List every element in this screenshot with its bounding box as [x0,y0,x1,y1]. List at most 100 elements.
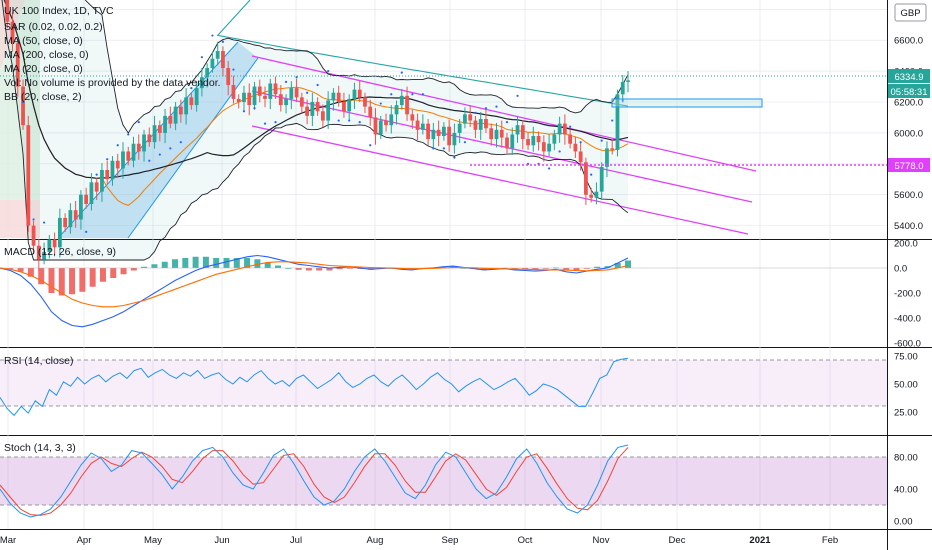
sar-dot [348,119,351,122]
candle-body [378,120,383,135]
candle-body [89,182,94,204]
candle-body [126,151,131,161]
sar-dot [569,125,572,128]
sar-dot [306,91,309,94]
rsi-legend[interactable]: RSI (14, close) [4,355,73,367]
price-tick-label: 5400.0 [894,221,923,232]
macd-legend[interactable]: MACD (12, 26, close, 9) [4,246,116,258]
price-tick-label: 5600.0 [894,190,923,201]
candle-body [294,88,299,98]
candle-body [399,95,404,106]
countdown-value: 05:58:31 [891,87,928,98]
candle-body [526,139,530,146]
rsi-tick-label: 25.00 [894,408,918,419]
candle-body [415,120,420,130]
stoch-legend[interactable]: Stoch (14, 3, 3) [4,442,76,454]
sar-dot [558,150,561,153]
time-tick-label: Sep [442,535,459,546]
macd-histogram-bar [542,268,549,269]
macd-histogram-bar [161,261,168,268]
sar-dot [158,153,161,156]
candle-body [605,148,609,167]
candle-body [505,137,509,149]
macd-histogram-bar [182,258,189,268]
candlestick-series[interactable] [5,0,630,270]
main-legend[interactable]: UK 100 Index, 1D, TVC SAR (0.02, 0.02, 0… [4,5,221,103]
candle-body [273,83,278,95]
symbol-title: UK 100 Index, 1D, TVC [4,5,114,17]
candle-body [247,92,252,106]
price-axis[interactable]: 6800.06600.06400.06200.06000.05600.05400… [894,5,923,232]
candle-body [47,239,52,252]
countdown-tag [888,84,930,98]
candle-body [147,134,152,143]
candle-body [320,111,325,121]
time-tick-label: Apr [77,535,92,546]
candle-body [368,106,373,118]
candle-body [599,166,604,192]
candle-body [42,251,46,260]
candle-body [484,119,488,129]
candle-body [100,170,104,192]
candle-body [257,86,262,96]
candle-body [194,88,199,106]
sar-dot [442,147,445,150]
target-zone-rectangle[interactable] [611,98,763,108]
candle-body [26,125,31,226]
sar-dot [484,107,488,110]
macd-histogram-bar [99,268,106,282]
candle-body [142,134,146,152]
candle-body [157,125,162,133]
macd-histogram-bar [27,268,34,277]
candle-body [584,162,588,195]
stoch-k-line [0,444,629,518]
macd-histogram-bar [151,264,158,268]
candle-body [52,239,57,248]
sar-dot [421,93,424,96]
macd-tick-label: -200.0 [894,289,921,300]
macd-tick-label: 200.0 [894,239,918,250]
candle-body [305,106,310,116]
macd-histogram-bar [614,263,621,268]
sar-dot [453,156,456,159]
time-tick-label: Jul [290,535,302,546]
candle-body [315,102,320,112]
candle-body [626,80,630,82]
sar-dot [621,99,624,102]
time-tick-label: Aug [367,535,384,546]
sar-dot [463,141,467,144]
candle-body [394,105,399,115]
sar-dot [242,110,246,113]
candle-body [499,129,504,138]
macd-tick-label: -600.0 [894,339,921,350]
price-pane[interactable] [0,0,887,238]
currency-badge[interactable] [894,3,927,22]
stoch-tick-label: 40.00 [894,485,918,496]
sar-dot [358,120,361,124]
candle-body [79,194,83,220]
sar-dot [590,173,593,176]
candle-body [541,142,546,152]
sar-dot [137,120,140,124]
macd-histogram-bar [172,259,179,268]
candle-body [173,106,178,124]
candle-body [73,210,78,220]
candle-body [547,143,551,152]
sar-dot [379,102,382,105]
time-axis[interactable]: Mar Apr May Jun Jul Aug Sep Oct Nov Dec 2021 Feb [0,535,838,546]
candle-body [168,115,173,124]
sar-dot [85,230,88,233]
candle-body [426,123,430,140]
macd-histogram-bar [347,268,354,269]
candle-body [578,151,583,163]
candle-body [178,106,183,115]
sar-dot [179,141,182,144]
candle-body [552,134,557,144]
candle-body [57,217,62,248]
sar-dot [327,69,330,73]
macd-histogram-bar [7,268,14,270]
candle-body [573,143,578,152]
candle-body [489,128,494,140]
candle-body [163,115,167,133]
